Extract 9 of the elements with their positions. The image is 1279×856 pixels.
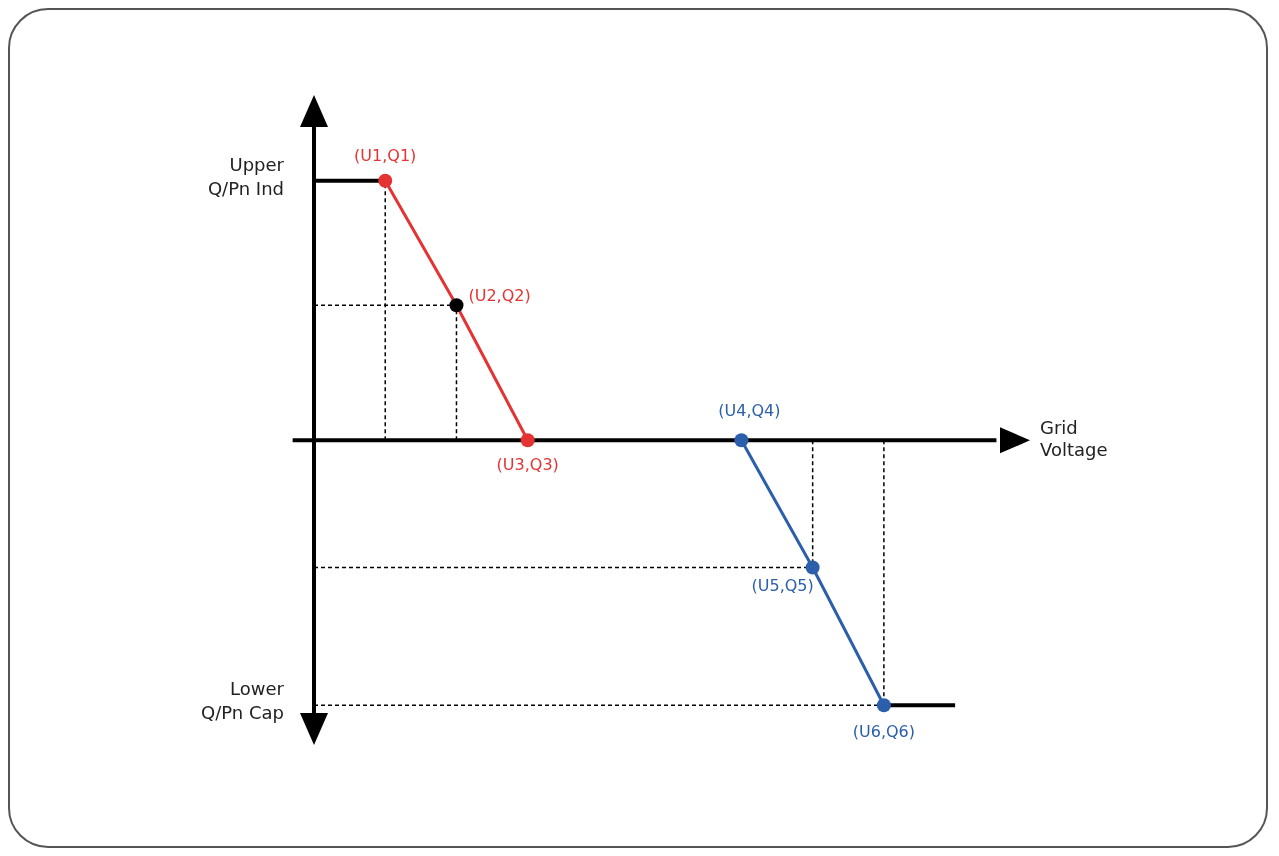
text: (U6,Q6): [852, 722, 915, 742]
annotation: (U4,Q4): [718, 401, 781, 421]
x-axis-title: Grid Voltage: [1040, 417, 1108, 461]
annotation: (U2,Q2): [468, 286, 531, 306]
text: Upper Q/Pn Ind: [207, 153, 285, 199]
text: Lower Q/Pn Cap: [201, 678, 285, 724]
annotation: (U5,Q5): [751, 576, 814, 596]
annotation: (U3,Q3): [496, 455, 559, 475]
text: (U1,Q1): [354, 145, 417, 165]
